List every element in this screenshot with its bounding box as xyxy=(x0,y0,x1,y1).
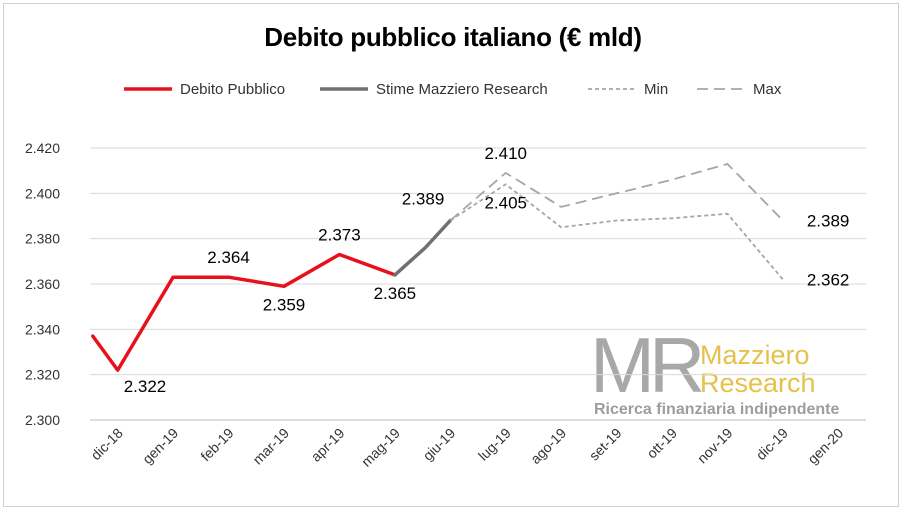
data-label: 2.405 xyxy=(484,193,527,212)
y-tick-label: 2.300 xyxy=(25,412,60,428)
data-label: 2.322 xyxy=(124,377,167,396)
x-tick-label: mar-19 xyxy=(249,425,292,468)
series-line xyxy=(449,162,784,222)
x-tick-label: set-19 xyxy=(586,425,625,464)
y-tick-label: 2.420 xyxy=(25,140,60,156)
series-line xyxy=(393,218,453,277)
data-label: 2.410 xyxy=(484,144,527,163)
data-labels: 2.322 2.364 2.359 2.373 2.365 2.389 2.410 2.405… xyxy=(124,144,850,396)
x-tick-label: nov-19 xyxy=(694,425,736,467)
x-tick-label: dic-18 xyxy=(88,425,126,463)
watermark-name-line2: Research xyxy=(700,368,816,398)
series-lines xyxy=(91,162,784,372)
x-axis-ticks: dic-18 gen-19 feb-19 mar-19 apr-19 mag-19 giu-… xyxy=(88,425,847,470)
x-tick-label: gen-19 xyxy=(139,425,181,467)
grid-lines xyxy=(90,147,866,421)
watermark-letters: MR xyxy=(590,321,702,409)
data-label: 2.359 xyxy=(263,295,306,314)
x-tick-label: giu-19 xyxy=(420,425,459,464)
chart-title: Debito pubblico italiano (€ mld) xyxy=(264,22,642,52)
data-label: 2.364 xyxy=(207,248,250,267)
chart-frame xyxy=(3,3,899,507)
data-label: 2.389 xyxy=(807,212,850,231)
watermark-logo: MR Mazziero Research Ricerca finanziaria… xyxy=(590,321,840,418)
watermark-tagline: Ricerca finanziaria indipendente xyxy=(594,401,840,418)
x-tick-label: feb-19 xyxy=(197,425,237,465)
legend-label: Debito Pubblico xyxy=(180,81,285,98)
legend-label: Max xyxy=(753,81,782,98)
x-tick-label: ott-19 xyxy=(643,425,680,462)
series-line xyxy=(449,183,784,281)
x-tick-label: ago-19 xyxy=(527,425,569,467)
x-tick-label: lug-19 xyxy=(475,425,514,464)
x-tick-label: apr-19 xyxy=(308,425,348,465)
series-line xyxy=(91,252,397,372)
x-tick-label: dic-19 xyxy=(753,425,791,463)
data-label: 2.389 xyxy=(402,190,445,209)
data-label: 2.362 xyxy=(807,270,850,289)
y-tick-label: 2.400 xyxy=(25,185,60,201)
legend-label: Stime Mazziero Research xyxy=(376,81,548,98)
x-tick-label: gen-20 xyxy=(804,425,846,467)
data-label: 2.365 xyxy=(374,284,417,303)
y-tick-label: 2.380 xyxy=(25,231,60,247)
legend: Debito Pubblico Stime Mazziero Research Mi… xyxy=(124,81,782,98)
y-tick-label: 2.340 xyxy=(25,321,60,337)
x-tick-label: mag-19 xyxy=(358,425,403,470)
legend-label: Min xyxy=(644,81,668,98)
data-label: 2.373 xyxy=(318,226,361,245)
y-tick-label: 2.360 xyxy=(25,276,60,292)
watermark-name-line1: Mazziero xyxy=(700,340,810,370)
y-axis-ticks: 2.300 2.320 2.340 2.360 2.380 2.400 2.420 xyxy=(25,140,60,428)
y-tick-label: 2.320 xyxy=(25,367,60,383)
